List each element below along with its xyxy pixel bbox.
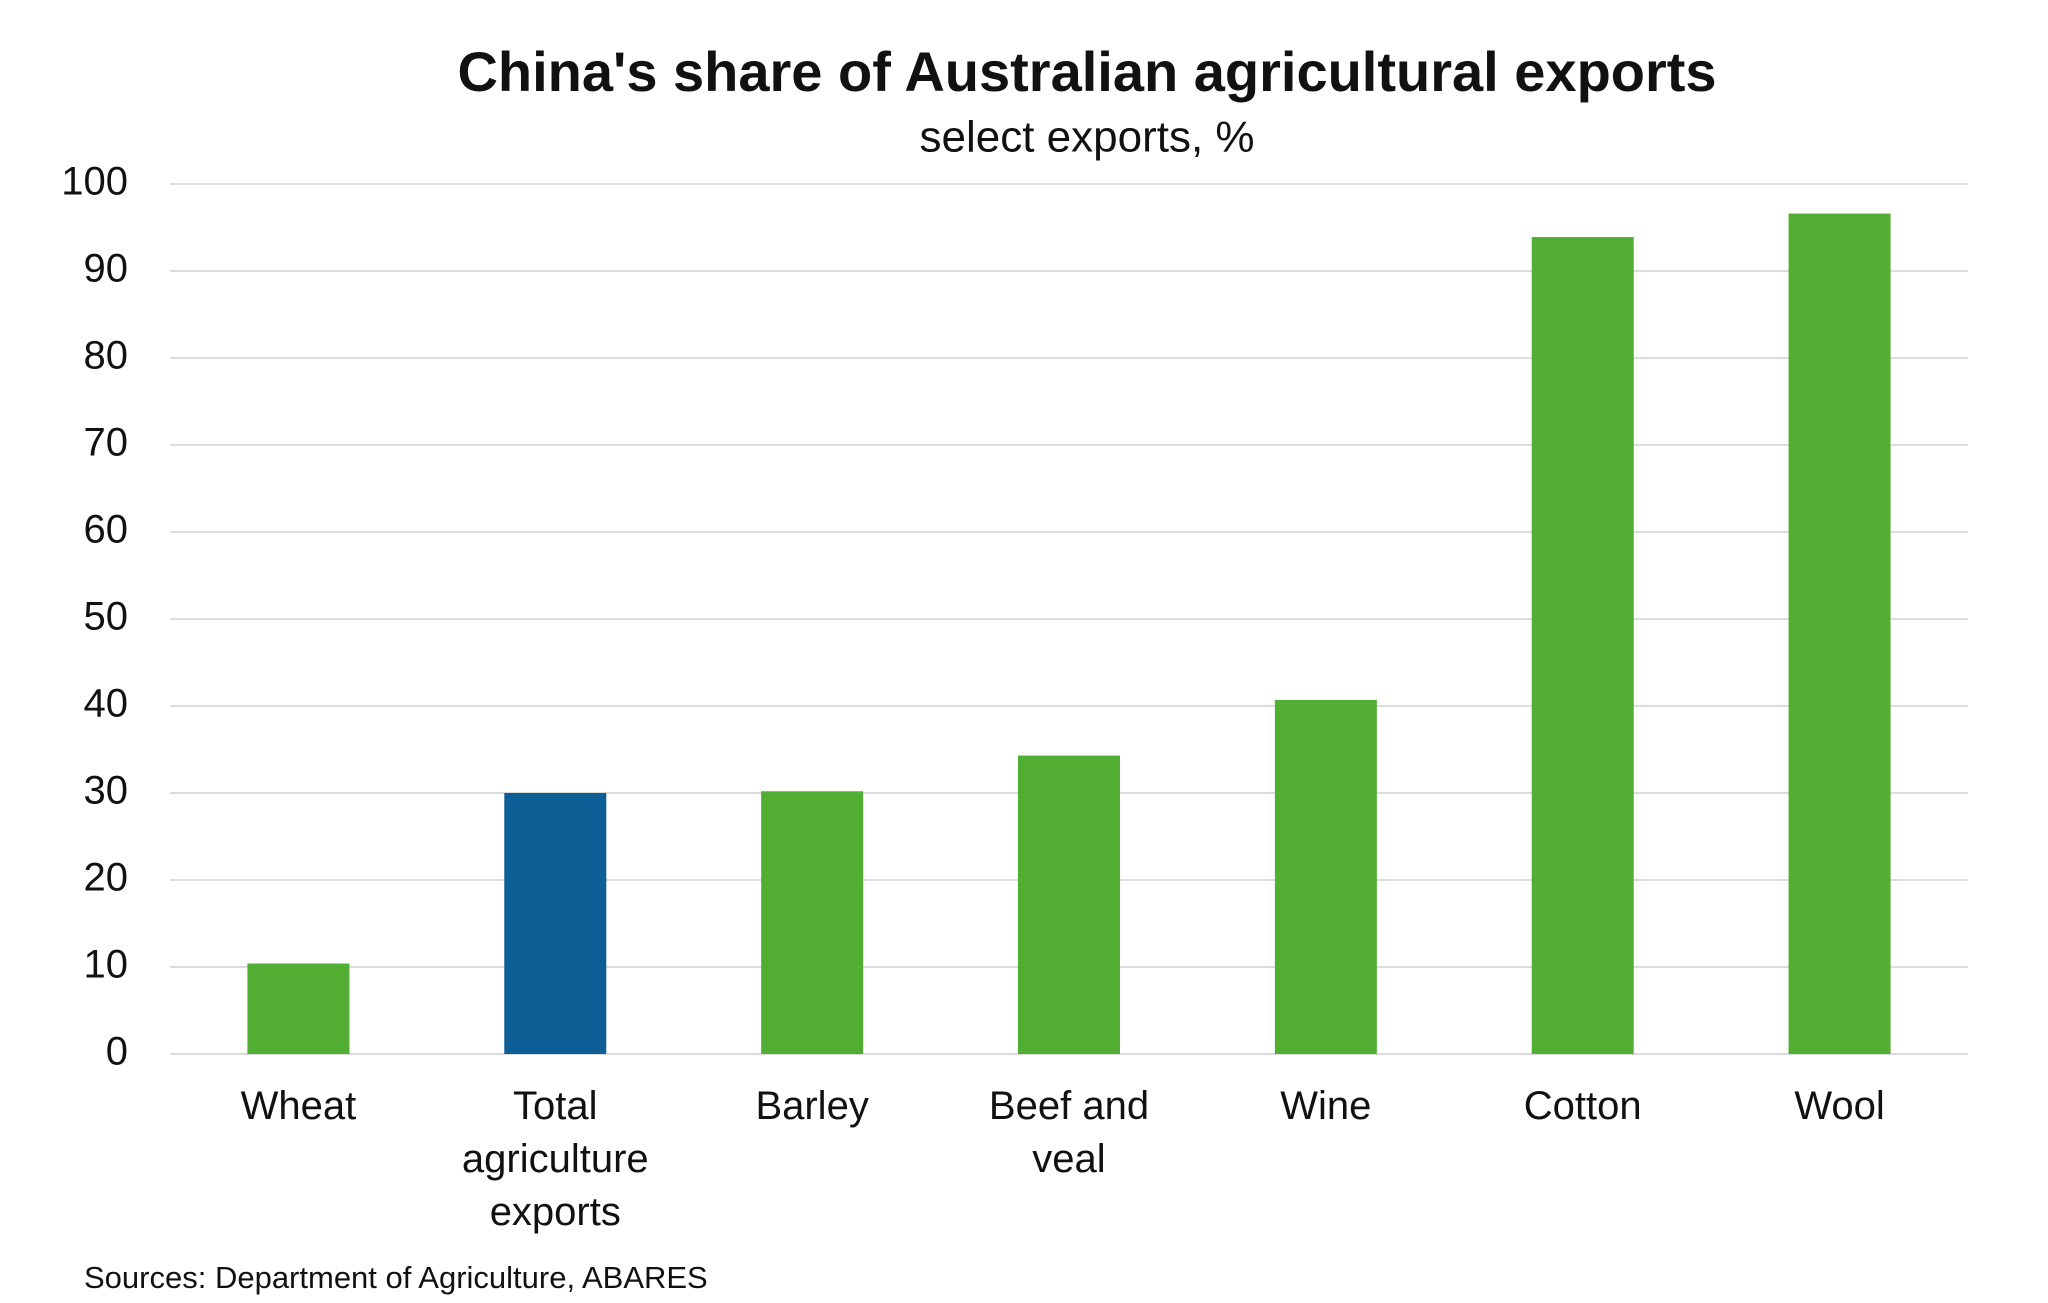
- chart-title: China's share of Australian agricultural…: [457, 40, 1716, 103]
- y-tick-label: 10: [84, 943, 129, 987]
- x-tick-label: Total agriculture exports: [461, 1084, 649, 1234]
- x-tick-label: Cotton: [1523, 1084, 1642, 1128]
- y-tick-label: 80: [84, 334, 129, 378]
- y-tick-label: 50: [84, 595, 129, 639]
- y-tick-label: 40: [84, 682, 129, 726]
- bar: [247, 963, 350, 1054]
- x-tick-label: Barley: [755, 1084, 869, 1128]
- y-tick-label: 60: [84, 508, 129, 552]
- y-tick-label: 20: [84, 856, 129, 900]
- chart-subtitle: select exports, %: [919, 113, 1254, 162]
- x-tick-label: Wool: [1794, 1084, 1885, 1128]
- bar: [1018, 755, 1120, 1054]
- y-tick-label: 0: [106, 1030, 128, 1074]
- x-tick-label: Wheat: [240, 1084, 357, 1128]
- y-tick-label: 30: [84, 769, 129, 813]
- y-tick-label: 90: [84, 247, 129, 291]
- source-note: Sources: Department of Agriculture, ABAR…: [84, 1260, 708, 1295]
- x-tick-label: Wine: [1280, 1084, 1372, 1128]
- y-tick-label: 100: [61, 160, 128, 204]
- bar: [504, 793, 607, 1054]
- x-tick-label: Beef and veal: [988, 1084, 1150, 1181]
- y-tick-label: 70: [84, 421, 129, 465]
- bar: [1531, 237, 1634, 1054]
- bar: [761, 791, 864, 1054]
- bar: [1788, 213, 1891, 1054]
- bar: [1274, 699, 1377, 1054]
